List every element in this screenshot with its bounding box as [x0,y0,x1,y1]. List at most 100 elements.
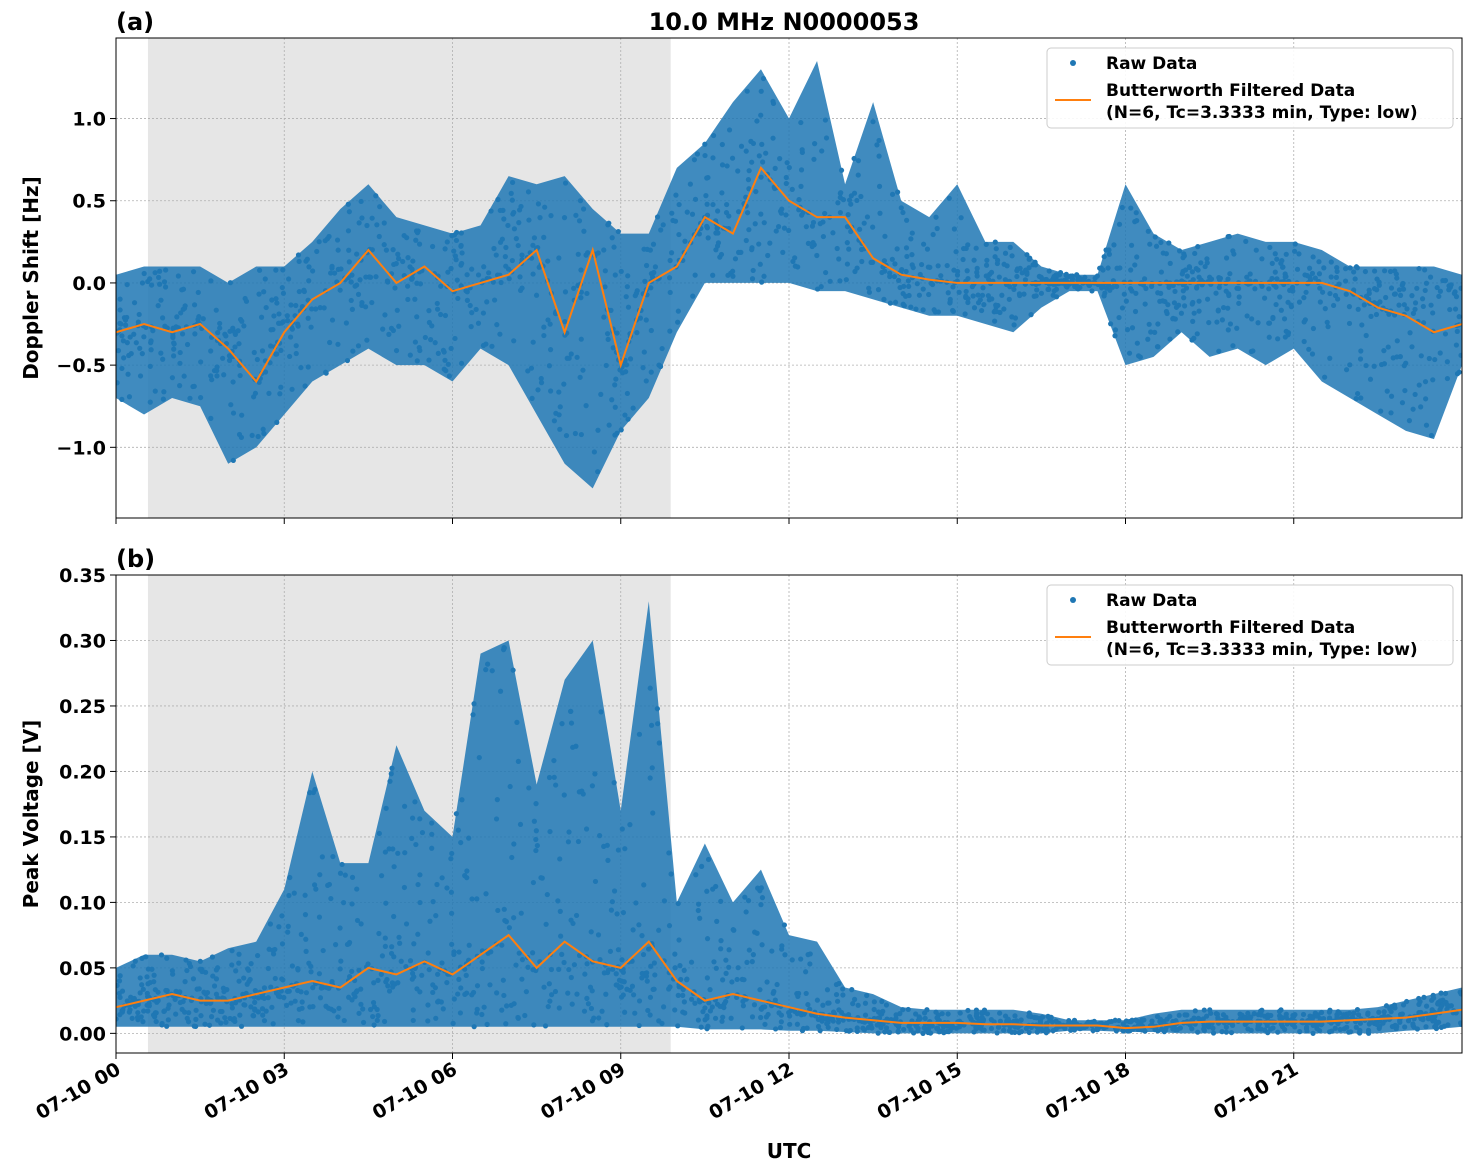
raw-data-point [649,765,655,771]
raw-data-point [1009,253,1015,259]
raw-data-point [719,1018,725,1024]
raw-data-point [1357,1027,1363,1034]
raw-data-point [996,1024,1002,1030]
raw-data-point [844,224,850,230]
raw-data-point [858,246,865,253]
raw-data-point [1337,1026,1343,1033]
raw-data-point [772,185,778,192]
raw-data-point [530,950,536,956]
raw-data-point [950,307,956,314]
raw-data-point [1063,283,1069,289]
raw-data-point [1434,284,1440,291]
raw-data-point [519,285,525,291]
raw-data-point [603,991,609,997]
raw-data-point [533,828,539,834]
raw-data-point [673,192,679,198]
raw-data-point [1024,252,1030,258]
raw-data-point [546,774,553,781]
raw-data-point [1001,261,1007,267]
raw-data-point [208,415,214,421]
raw-data-point [777,156,783,162]
raw-data-point [963,288,969,295]
raw-data-point [1274,276,1280,282]
raw-data-point [557,404,563,410]
raw-data-point [730,273,736,279]
raw-data-point [578,295,584,301]
raw-data-point [729,979,735,985]
raw-data-point [1423,396,1429,402]
raw-data-point [1410,1021,1416,1027]
raw-data-point [630,927,636,933]
raw-data-point [230,410,237,416]
raw-data-point [704,975,710,981]
raw-data-point [726,213,732,219]
raw-data-point [561,381,567,387]
raw-data-point [891,273,897,280]
raw-data-point [570,744,576,750]
raw-data-point [499,1007,505,1013]
raw-data-point [1255,1026,1261,1032]
raw-data-point [310,985,316,991]
raw-data-point [476,754,482,761]
raw-data-point [1407,330,1413,336]
raw-data-point [548,388,554,394]
raw-data-point [875,1009,882,1015]
raw-data-point [756,153,762,159]
raw-data-point [390,846,396,852]
raw-data-point [750,267,756,274]
raw-data-point [900,1007,906,1013]
raw-data-point [480,310,487,316]
raw-data-point [182,303,188,309]
raw-data-point [639,933,645,939]
raw-data-point [620,992,626,998]
raw-data-point [244,981,250,987]
raw-data-point [778,210,784,216]
raw-data-point [403,921,410,927]
raw-data-point [468,324,474,330]
raw-data-point [1018,1029,1025,1035]
raw-data-point [409,275,415,281]
raw-data-point [287,334,294,340]
raw-data-point [592,878,599,885]
raw-data-point [889,256,895,262]
raw-data-point [1226,292,1232,299]
raw-data-point [208,1014,215,1020]
raw-data-point [542,204,548,210]
x-tick-label: 07-10 00 [32,1058,124,1124]
raw-data-point [409,815,416,821]
raw-data-point [298,989,304,995]
raw-data-point [692,1000,698,1006]
raw-data-point [997,1010,1003,1016]
raw-data-point [1068,273,1074,280]
raw-data-point [453,811,459,817]
raw-data-point [116,990,122,997]
raw-data-point [755,885,761,891]
raw-data-point [1351,269,1357,275]
raw-data-point [762,1021,768,1027]
legend-label-raw: Raw Data [1106,54,1197,74]
raw-data-point [854,197,860,204]
raw-data-point [382,943,388,949]
raw-data-point [1191,1015,1197,1021]
raw-data-point [221,372,227,378]
raw-data-point [395,980,401,986]
raw-data-point [719,162,726,168]
raw-data-point [826,1000,832,1006]
raw-data-point [263,1008,269,1014]
raw-data-point [807,961,813,967]
raw-data-point [1412,306,1418,312]
raw-data-point [576,218,583,224]
raw-data-point [1456,369,1462,375]
raw-data-point [809,243,815,250]
raw-data-point [735,209,742,215]
raw-data-point [348,279,354,285]
raw-data-point [283,1002,290,1008]
raw-data-point [672,965,678,971]
raw-data-point [386,331,392,337]
raw-data-point [1349,1014,1356,1020]
raw-data-point [273,296,279,302]
raw-data-point [195,289,201,296]
raw-data-point [317,995,324,1001]
raw-data-point [748,138,754,144]
raw-data-point [139,280,146,286]
